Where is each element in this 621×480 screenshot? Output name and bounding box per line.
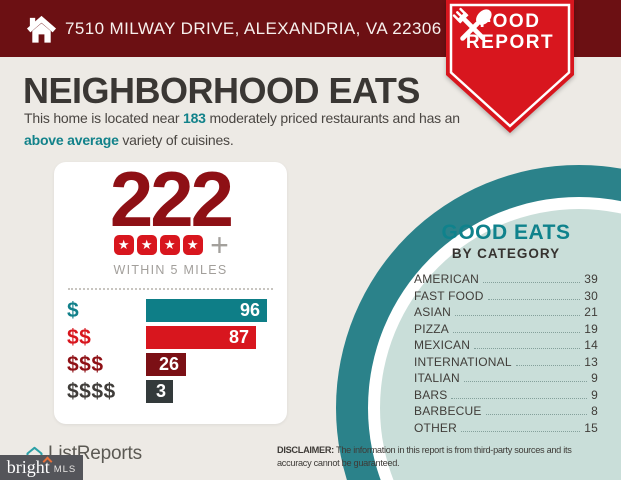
category-row: MEXICAN 14 bbox=[414, 338, 598, 355]
intro-pre: This home is located near bbox=[24, 110, 183, 126]
price-bar: 96 bbox=[146, 299, 267, 322]
bright-mls-badge: bright MLS bbox=[0, 455, 83, 480]
category-name: BARS bbox=[414, 387, 448, 402]
bright-wordmark: bright bbox=[7, 456, 53, 478]
price-level-label: $$$ bbox=[67, 352, 104, 376]
price-level-label: $$ bbox=[67, 325, 92, 349]
category-row: ASIAN 21 bbox=[414, 305, 598, 322]
dotted-leader bbox=[451, 397, 588, 399]
category-row: INTERNATIONAL 13 bbox=[414, 355, 598, 372]
dotted-leader bbox=[485, 414, 588, 415]
dotted-leader bbox=[455, 315, 581, 316]
good-eats-panel: GOOD EATS BY CATEGORY AMERICAN 39 FAST FOO… bbox=[412, 221, 600, 437]
price-bar: 26 bbox=[146, 353, 186, 376]
disclaimer-label: DISCLAIMER: bbox=[277, 445, 334, 455]
category-name: ITALIAN bbox=[414, 371, 460, 385]
intro-post: variety of cuisines. bbox=[118, 131, 234, 148]
category-name: INTERNATIONAL bbox=[414, 354, 512, 369]
category-row: ITALIAN 9 bbox=[414, 371, 598, 388]
category-count: 19 bbox=[584, 321, 598, 336]
star-icon: ★ bbox=[182, 235, 203, 255]
price-bar-row: $$ 87 bbox=[67, 326, 273, 349]
price-bar-chart: $96 $$ 87 $$$ 26 $$$$ 3 bbox=[54, 299, 287, 403]
price-bar: 3 bbox=[146, 380, 173, 403]
dotted-divider bbox=[68, 288, 273, 290]
category-row: BARS 9 bbox=[414, 388, 598, 405]
variety-highlight: above average bbox=[24, 131, 119, 148]
category-count: 8 bbox=[591, 404, 598, 418]
house-icon bbox=[26, 15, 57, 43]
category-count: 15 bbox=[584, 420, 598, 435]
dotted-leader bbox=[463, 381, 588, 382]
category-count: 9 bbox=[591, 371, 598, 385]
category-row: OTHER 15 bbox=[414, 421, 598, 438]
price-bar-row: $$$ 26 bbox=[67, 353, 273, 376]
category-name: PIZZA bbox=[414, 321, 450, 336]
total-restaurants: 222 bbox=[109, 155, 234, 243]
intro-mid: moderately priced restaurants and has an bbox=[205, 110, 460, 126]
category-name: OTHER bbox=[414, 420, 457, 435]
price-level-label: $$$$ bbox=[67, 379, 116, 403]
disclaimer-line2: accuracy cannot be guaranteed. bbox=[277, 457, 400, 468]
dotted-leader bbox=[474, 348, 581, 349]
rating-row: ★ ★ ★ ★ + bbox=[54, 227, 287, 263]
plus-sign: + bbox=[210, 227, 229, 263]
bright-roof-accent bbox=[42, 456, 53, 467]
category-count: 21 bbox=[584, 305, 598, 319]
price-bar-row: $96 bbox=[67, 299, 273, 322]
category-list: AMERICAN 39 FAST FOOD 30 ASIAN 21 PIZZA 19 MEXIC… bbox=[412, 272, 600, 437]
category-name: ASIAN bbox=[414, 305, 452, 319]
radius-label: WITHIN 5 MILES bbox=[113, 263, 228, 277]
intro-text: This home is located near 183 moderately… bbox=[24, 108, 479, 151]
disclaimer-text-1: The information in this report is from t… bbox=[333, 445, 572, 455]
category-count: 13 bbox=[584, 354, 598, 369]
ribbon-title-line1: FOOD bbox=[479, 11, 541, 32]
category-row: FAST FOOD 30 bbox=[414, 289, 598, 306]
dotted-leader bbox=[482, 282, 581, 283]
restaurant-stats-card: 222 ★ ★ ★ ★ + WITHIN 5 MILES $96 $$ 87 $$$ 26 $$… bbox=[54, 155, 287, 424]
category-row: BARBECUE 8 bbox=[414, 404, 598, 421]
price-bar-row: $$$$ 3 bbox=[67, 380, 273, 403]
good-eats-title: GOOD EATS bbox=[441, 221, 571, 244]
dotted-leader bbox=[487, 298, 581, 300]
star-icon: ★ bbox=[136, 235, 157, 255]
category-name: FAST FOOD bbox=[414, 288, 484, 303]
category-count: 39 bbox=[584, 272, 598, 286]
dotted-leader bbox=[453, 331, 581, 333]
disclaimer-line1: DISCLAIMER: The information in this repo… bbox=[277, 444, 572, 457]
page-title: NEIGHBORHOOD EATS bbox=[23, 70, 420, 111]
food-report-ribbon: FOOD REPORT bbox=[446, 0, 574, 137]
dotted-leader bbox=[461, 430, 581, 432]
star-icon: ★ bbox=[159, 235, 180, 255]
price-bar: 87 bbox=[146, 326, 256, 349]
disclaimer: DISCLAIMER: The information in this repo… bbox=[277, 444, 572, 470]
category-name: MEXICAN bbox=[414, 338, 471, 352]
good-eats-subtitle: BY CATEGORY bbox=[451, 246, 561, 261]
category-row: PIZZA 19 bbox=[414, 322, 598, 339]
crossed-utensils-icon bbox=[452, 7, 492, 41]
category-count: 30 bbox=[584, 288, 598, 303]
price-level-label: $ bbox=[67, 298, 80, 322]
restaurant-count: 183 bbox=[183, 110, 206, 126]
rating-stars: ★ ★ ★ ★ bbox=[112, 235, 204, 255]
category-name: BARBECUE bbox=[414, 404, 482, 418]
category-count: 9 bbox=[591, 387, 598, 402]
dotted-leader bbox=[515, 364, 581, 366]
ribbon-title-line2: REPORT bbox=[465, 32, 555, 53]
mls-wordmark: MLS bbox=[53, 464, 77, 475]
ribbon-title: FOOD REPORT bbox=[446, 11, 574, 53]
property-address: 7510 MILWAY DRIVE, ALEXANDRIA, VA 22306 bbox=[65, 18, 442, 38]
category-name: AMERICAN bbox=[414, 272, 479, 286]
category-row: AMERICAN 39 bbox=[414, 272, 598, 289]
category-count: 14 bbox=[584, 338, 598, 352]
star-icon: ★ bbox=[113, 235, 134, 255]
